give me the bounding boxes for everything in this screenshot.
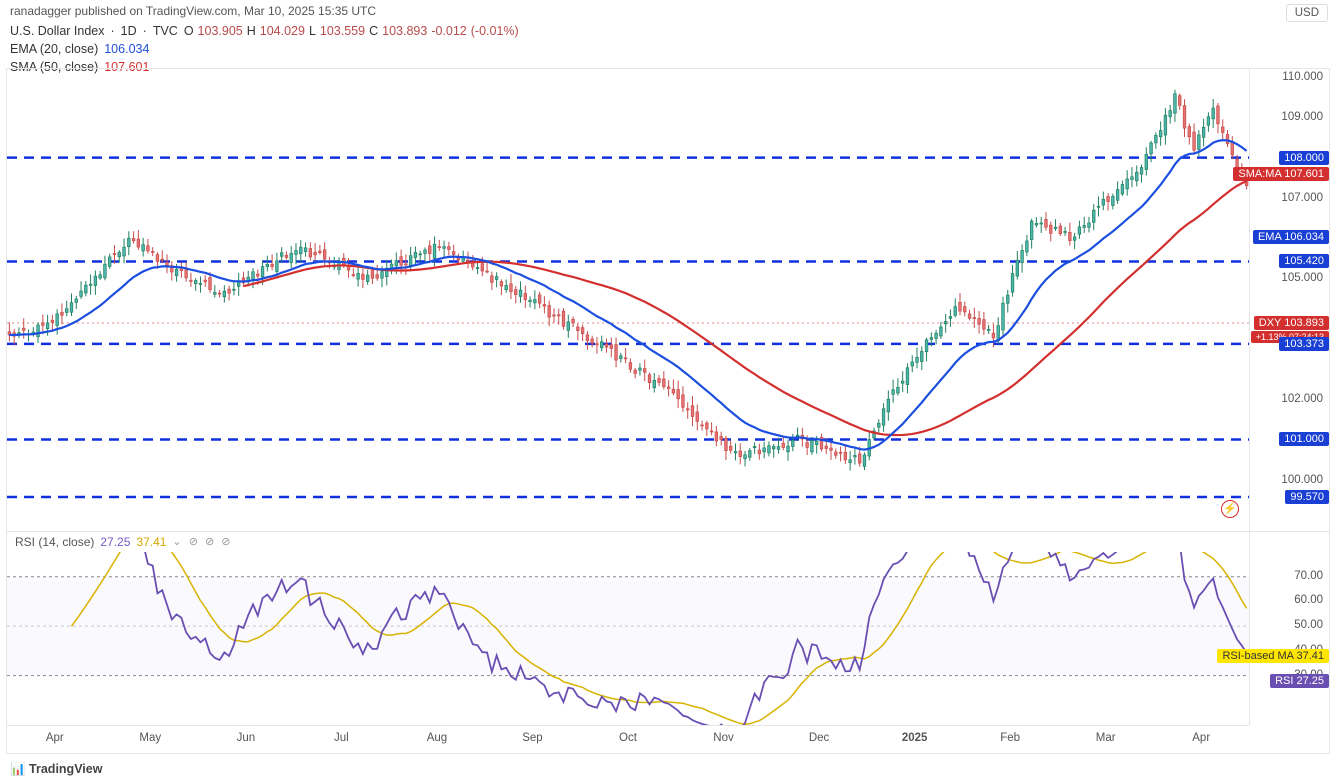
datetime: Mar 10, 2025 15:35 UTC bbox=[244, 4, 376, 18]
ohlc-chg: -0.012 bbox=[431, 24, 466, 38]
timeframe: 1D bbox=[121, 24, 137, 38]
price-tick: 105.000 bbox=[1281, 272, 1323, 284]
time-tick: Apr bbox=[1192, 732, 1210, 744]
time-axis[interactable]: Apr May Jun Jul Aug Sep Oct Nov Dec 2025 Feb Mar Apr bbox=[7, 725, 1249, 753]
price-tick: 107.000 bbox=[1281, 192, 1323, 204]
price-pane[interactable] bbox=[7, 69, 1329, 520]
price-tick: 100.000 bbox=[1281, 474, 1323, 486]
time-tick: Apr bbox=[46, 732, 64, 744]
ohlc-h: 104.029 bbox=[260, 24, 305, 38]
price-badge: DXY 103.893 bbox=[1254, 316, 1329, 330]
rsi-label: RSI (14, close) bbox=[15, 535, 94, 549]
rsi-controls[interactable]: ⌄ ⊘ ⊘ ⊘ bbox=[172, 535, 232, 548]
ohlc-o: 103.905 bbox=[198, 24, 243, 38]
price-badge: SMA:MA 107.601 bbox=[1233, 167, 1329, 181]
time-tick: May bbox=[139, 732, 161, 744]
ema-value: 106.034 bbox=[104, 42, 149, 56]
price-badge: 108.000 bbox=[1279, 151, 1329, 165]
ohlc-c: 103.893 bbox=[382, 24, 427, 38]
price-tick: 110.000 bbox=[1282, 71, 1323, 83]
price-axis[interactable]: 110.000109.000108.000SMA:MA 107.601107.0… bbox=[1249, 69, 1329, 725]
symbol-name: U.S. Dollar Index bbox=[10, 24, 104, 38]
source: TVC bbox=[153, 24, 178, 38]
time-tick: Jul bbox=[334, 732, 349, 744]
price-tick: 102.000 bbox=[1281, 393, 1323, 405]
rsi-badge: RSI 27.25 bbox=[1270, 674, 1329, 688]
time-tick: Nov bbox=[713, 732, 733, 744]
rsi-pane[interactable]: RSI (14, close) 27.25 37.41 ⌄ ⊘ ⊘ ⊘ bbox=[7, 531, 1329, 725]
time-tick: Jun bbox=[237, 732, 256, 744]
rsi-tick: 70.00 bbox=[1294, 570, 1323, 582]
rsi-value: 27.25 bbox=[100, 535, 130, 549]
author: ranadagger bbox=[10, 4, 71, 18]
rsi-badge: RSI-based MA 37.41 bbox=[1217, 649, 1329, 663]
time-tick: Dec bbox=[809, 732, 829, 744]
price-badge: 105.420 bbox=[1279, 254, 1329, 268]
rsi-tick: 50.00 bbox=[1294, 619, 1323, 631]
rsi-ma-value: 37.41 bbox=[136, 535, 166, 549]
time-tick: Sep bbox=[522, 732, 542, 744]
currency-badge[interactable]: USD bbox=[1286, 4, 1328, 22]
site: TradingView.com, bbox=[146, 4, 241, 18]
price-badge: 103.373 bbox=[1279, 337, 1329, 351]
ohlc-l: 103.559 bbox=[320, 24, 365, 38]
tradingview-logo: 📊 TradingView bbox=[10, 762, 102, 777]
time-tick: Oct bbox=[619, 732, 637, 744]
price-badge: EMA 106.034 bbox=[1253, 230, 1329, 244]
price-badge: 99.570 bbox=[1285, 490, 1329, 504]
price-tick: 109.000 bbox=[1281, 111, 1323, 123]
ohlc-pct: (-0.01%) bbox=[471, 24, 519, 38]
time-tick: Mar bbox=[1096, 732, 1116, 744]
chart-container[interactable]: RSI (14, close) 27.25 37.41 ⌄ ⊘ ⊘ ⊘ Apr M… bbox=[6, 68, 1330, 754]
price-badge: 101.000 bbox=[1279, 432, 1329, 446]
time-tick: Aug bbox=[427, 732, 447, 744]
time-tick: Feb bbox=[1000, 732, 1020, 744]
time-tick: 2025 bbox=[902, 732, 928, 744]
lightning-icon[interactable]: ⚡ bbox=[1221, 500, 1239, 518]
pub-verb: published on bbox=[75, 4, 143, 18]
ema-label: EMA (20, close) bbox=[10, 42, 98, 56]
rsi-tick: 60.00 bbox=[1294, 594, 1323, 606]
